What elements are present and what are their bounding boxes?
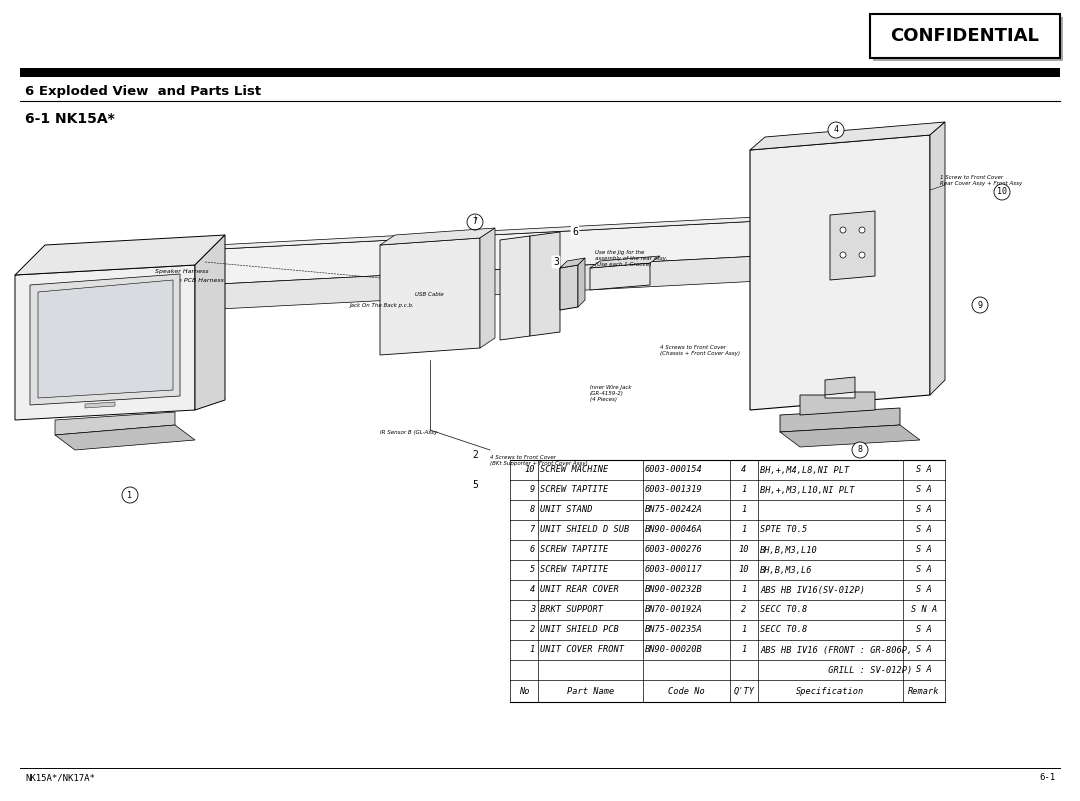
Text: SCREW MACHINE: SCREW MACHINE (540, 465, 608, 474)
Text: 7: 7 (530, 525, 535, 534)
Text: BN70-00192A: BN70-00192A (645, 606, 703, 614)
Text: BN75-00235A: BN75-00235A (645, 626, 703, 634)
Text: S A: S A (916, 586, 932, 594)
Text: SCREW TAPTITE: SCREW TAPTITE (540, 566, 608, 574)
Text: Remark: Remark (908, 686, 940, 695)
Polygon shape (831, 211, 875, 280)
Text: Function PCB Harness: Function PCB Harness (156, 277, 224, 283)
Polygon shape (38, 280, 173, 398)
Circle shape (840, 252, 846, 258)
Text: USB Cable: USB Cable (415, 292, 444, 297)
Text: 6-1 NK15A*: 6-1 NK15A* (25, 112, 114, 126)
Text: BH,B,M3,L10: BH,B,M3,L10 (760, 545, 818, 554)
Circle shape (122, 487, 138, 503)
Polygon shape (780, 408, 900, 432)
Text: 4 Screws to Front Cover
(Chassis + Front Cover Assy): 4 Screws to Front Cover (Chassis + Front… (660, 345, 740, 356)
Bar (870, 14, 1059, 58)
Polygon shape (200, 255, 780, 310)
Text: 9: 9 (977, 300, 983, 309)
Text: S A: S A (916, 566, 932, 574)
Polygon shape (930, 122, 945, 395)
Circle shape (859, 227, 865, 233)
Text: UNIT REAR COVER: UNIT REAR COVER (540, 586, 619, 594)
Circle shape (859, 252, 865, 258)
Polygon shape (530, 232, 561, 336)
Polygon shape (561, 265, 578, 310)
Polygon shape (590, 263, 650, 290)
Text: 5: 5 (530, 566, 535, 574)
Polygon shape (750, 122, 945, 150)
Text: BH,+,M3,L10,NI PLT: BH,+,M3,L10,NI PLT (760, 485, 854, 494)
Text: 8: 8 (530, 505, 535, 514)
Text: 2: 2 (472, 450, 478, 460)
Text: 5: 5 (472, 480, 478, 490)
Text: 8: 8 (858, 445, 863, 454)
Text: NK15A*/NK17A*: NK15A*/NK17A* (25, 774, 95, 783)
Text: ABS HB IV16(SV-012P): ABS HB IV16(SV-012P) (760, 586, 865, 594)
Text: No: No (518, 686, 529, 695)
Polygon shape (380, 238, 480, 355)
Polygon shape (590, 256, 660, 268)
Text: 1: 1 (741, 485, 746, 494)
Text: 10: 10 (739, 545, 750, 554)
Text: CONFIDENTIAL: CONFIDENTIAL (891, 27, 1039, 45)
Text: BN90-00232B: BN90-00232B (645, 586, 703, 594)
Circle shape (828, 122, 843, 138)
Text: BN75-00242A: BN75-00242A (645, 505, 703, 514)
Text: S A: S A (916, 666, 932, 674)
Text: 3: 3 (530, 606, 535, 614)
Text: BH,+,M4,L8,NI PLT: BH,+,M4,L8,NI PLT (760, 465, 849, 474)
Text: Code No: Code No (669, 686, 705, 695)
Polygon shape (780, 425, 920, 447)
Text: S A: S A (916, 505, 932, 514)
Text: IR Sensor B (GL-Assy: IR Sensor B (GL-Assy (380, 430, 437, 435)
Polygon shape (825, 377, 855, 395)
Polygon shape (480, 228, 495, 348)
Circle shape (840, 227, 846, 233)
Polygon shape (195, 235, 225, 410)
Text: 6-1: 6-1 (1039, 774, 1055, 783)
Text: 1: 1 (127, 490, 133, 500)
Text: Jack On The Back p.c.b.: Jack On The Back p.c.b. (350, 303, 415, 308)
Text: 1 Screw to Front Cover
Rear Cover Assy + Front Assy: 1 Screw to Front Cover Rear Cover Assy +… (940, 175, 1023, 186)
Polygon shape (578, 258, 585, 307)
Text: S A: S A (916, 525, 932, 534)
Text: 6: 6 (572, 227, 578, 237)
Polygon shape (800, 392, 875, 415)
Text: BRKT SUPPORT: BRKT SUPPORT (540, 606, 603, 614)
Polygon shape (55, 425, 195, 450)
Circle shape (852, 442, 868, 458)
Text: S A: S A (916, 646, 932, 654)
Text: UNIT SHIELD PCB: UNIT SHIELD PCB (540, 626, 619, 634)
Text: Q'TY: Q'TY (733, 686, 755, 695)
Text: 4: 4 (530, 586, 535, 594)
Text: BN90-00046A: BN90-00046A (645, 525, 703, 534)
Text: S A: S A (916, 465, 932, 474)
Text: Use the Jig for the
assembly of the rear assy.
(Use each 1 Groove): Use the Jig for the assembly of the rear… (595, 250, 667, 267)
Text: 2: 2 (741, 606, 746, 614)
Text: Specification: Specification (796, 686, 865, 695)
Polygon shape (750, 135, 930, 410)
Polygon shape (30, 274, 180, 405)
Text: 10: 10 (997, 187, 1007, 196)
Text: ABS HB IV16 (FRONT : GR-806P,: ABS HB IV16 (FRONT : GR-806P, (760, 646, 913, 654)
Text: 6003-000276: 6003-000276 (645, 545, 703, 554)
Bar (873, 17, 1063, 61)
Text: BN90-00020B: BN90-00020B (645, 646, 703, 654)
Text: 4: 4 (834, 126, 838, 135)
Text: Inner Wire Jack
(GR-4159-2)
(4 Pieces): Inner Wire Jack (GR-4159-2) (4 Pieces) (590, 385, 632, 401)
Text: SCREW TAPTITE: SCREW TAPTITE (540, 545, 608, 554)
Polygon shape (55, 412, 175, 435)
Text: S A: S A (916, 485, 932, 494)
Polygon shape (500, 236, 530, 340)
Polygon shape (200, 215, 795, 250)
Polygon shape (15, 235, 225, 275)
Text: UNIT SHIELD D SUB: UNIT SHIELD D SUB (540, 525, 630, 534)
Text: 6 Exploded View  and Parts List: 6 Exploded View and Parts List (25, 84, 261, 98)
Text: 7: 7 (473, 218, 477, 227)
Text: SECC T0.8: SECC T0.8 (760, 626, 807, 634)
Polygon shape (200, 220, 780, 285)
Text: 1: 1 (741, 525, 746, 534)
Circle shape (994, 184, 1010, 200)
Text: 10: 10 (525, 465, 535, 474)
